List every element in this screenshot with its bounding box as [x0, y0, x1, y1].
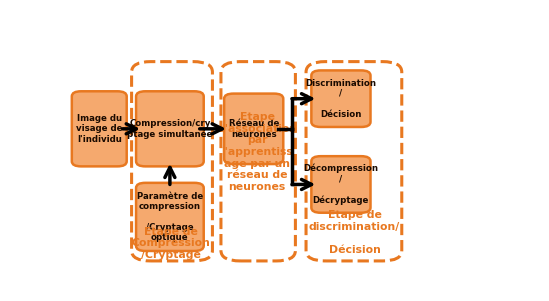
Text: Décompression
/

Décryptage: Décompression / Décryptage [304, 164, 378, 205]
FancyBboxPatch shape [224, 94, 283, 164]
FancyBboxPatch shape [311, 156, 371, 213]
Text: Compression/cry
ptage simultanée: Compression/cry ptage simultanée [127, 119, 212, 139]
Text: Réseau de
neurones: Réseau de neurones [228, 119, 279, 138]
Text: Paramètre de
compression

/Cryptage
optique: Paramètre de compression /Cryptage optiq… [137, 192, 203, 242]
Text: Etape
d'association
par
l'apprentiss
age par un
réseau de
neurones: Etape d'association par l'apprentiss age… [217, 112, 297, 192]
Text: Etape de
Compression
/Cryptage: Etape de Compression /Cryptage [131, 227, 210, 260]
FancyBboxPatch shape [136, 91, 204, 166]
Text: Discrimination
/

Décision: Discrimination / Décision [305, 79, 377, 119]
Text: Image du
visage de
l'individu: Image du visage de l'individu [76, 114, 122, 144]
Text: Etape de
discrimination/

Décision: Etape de discrimination/ Décision [309, 210, 400, 255]
FancyBboxPatch shape [72, 91, 127, 166]
FancyBboxPatch shape [136, 183, 204, 251]
FancyBboxPatch shape [311, 70, 371, 127]
